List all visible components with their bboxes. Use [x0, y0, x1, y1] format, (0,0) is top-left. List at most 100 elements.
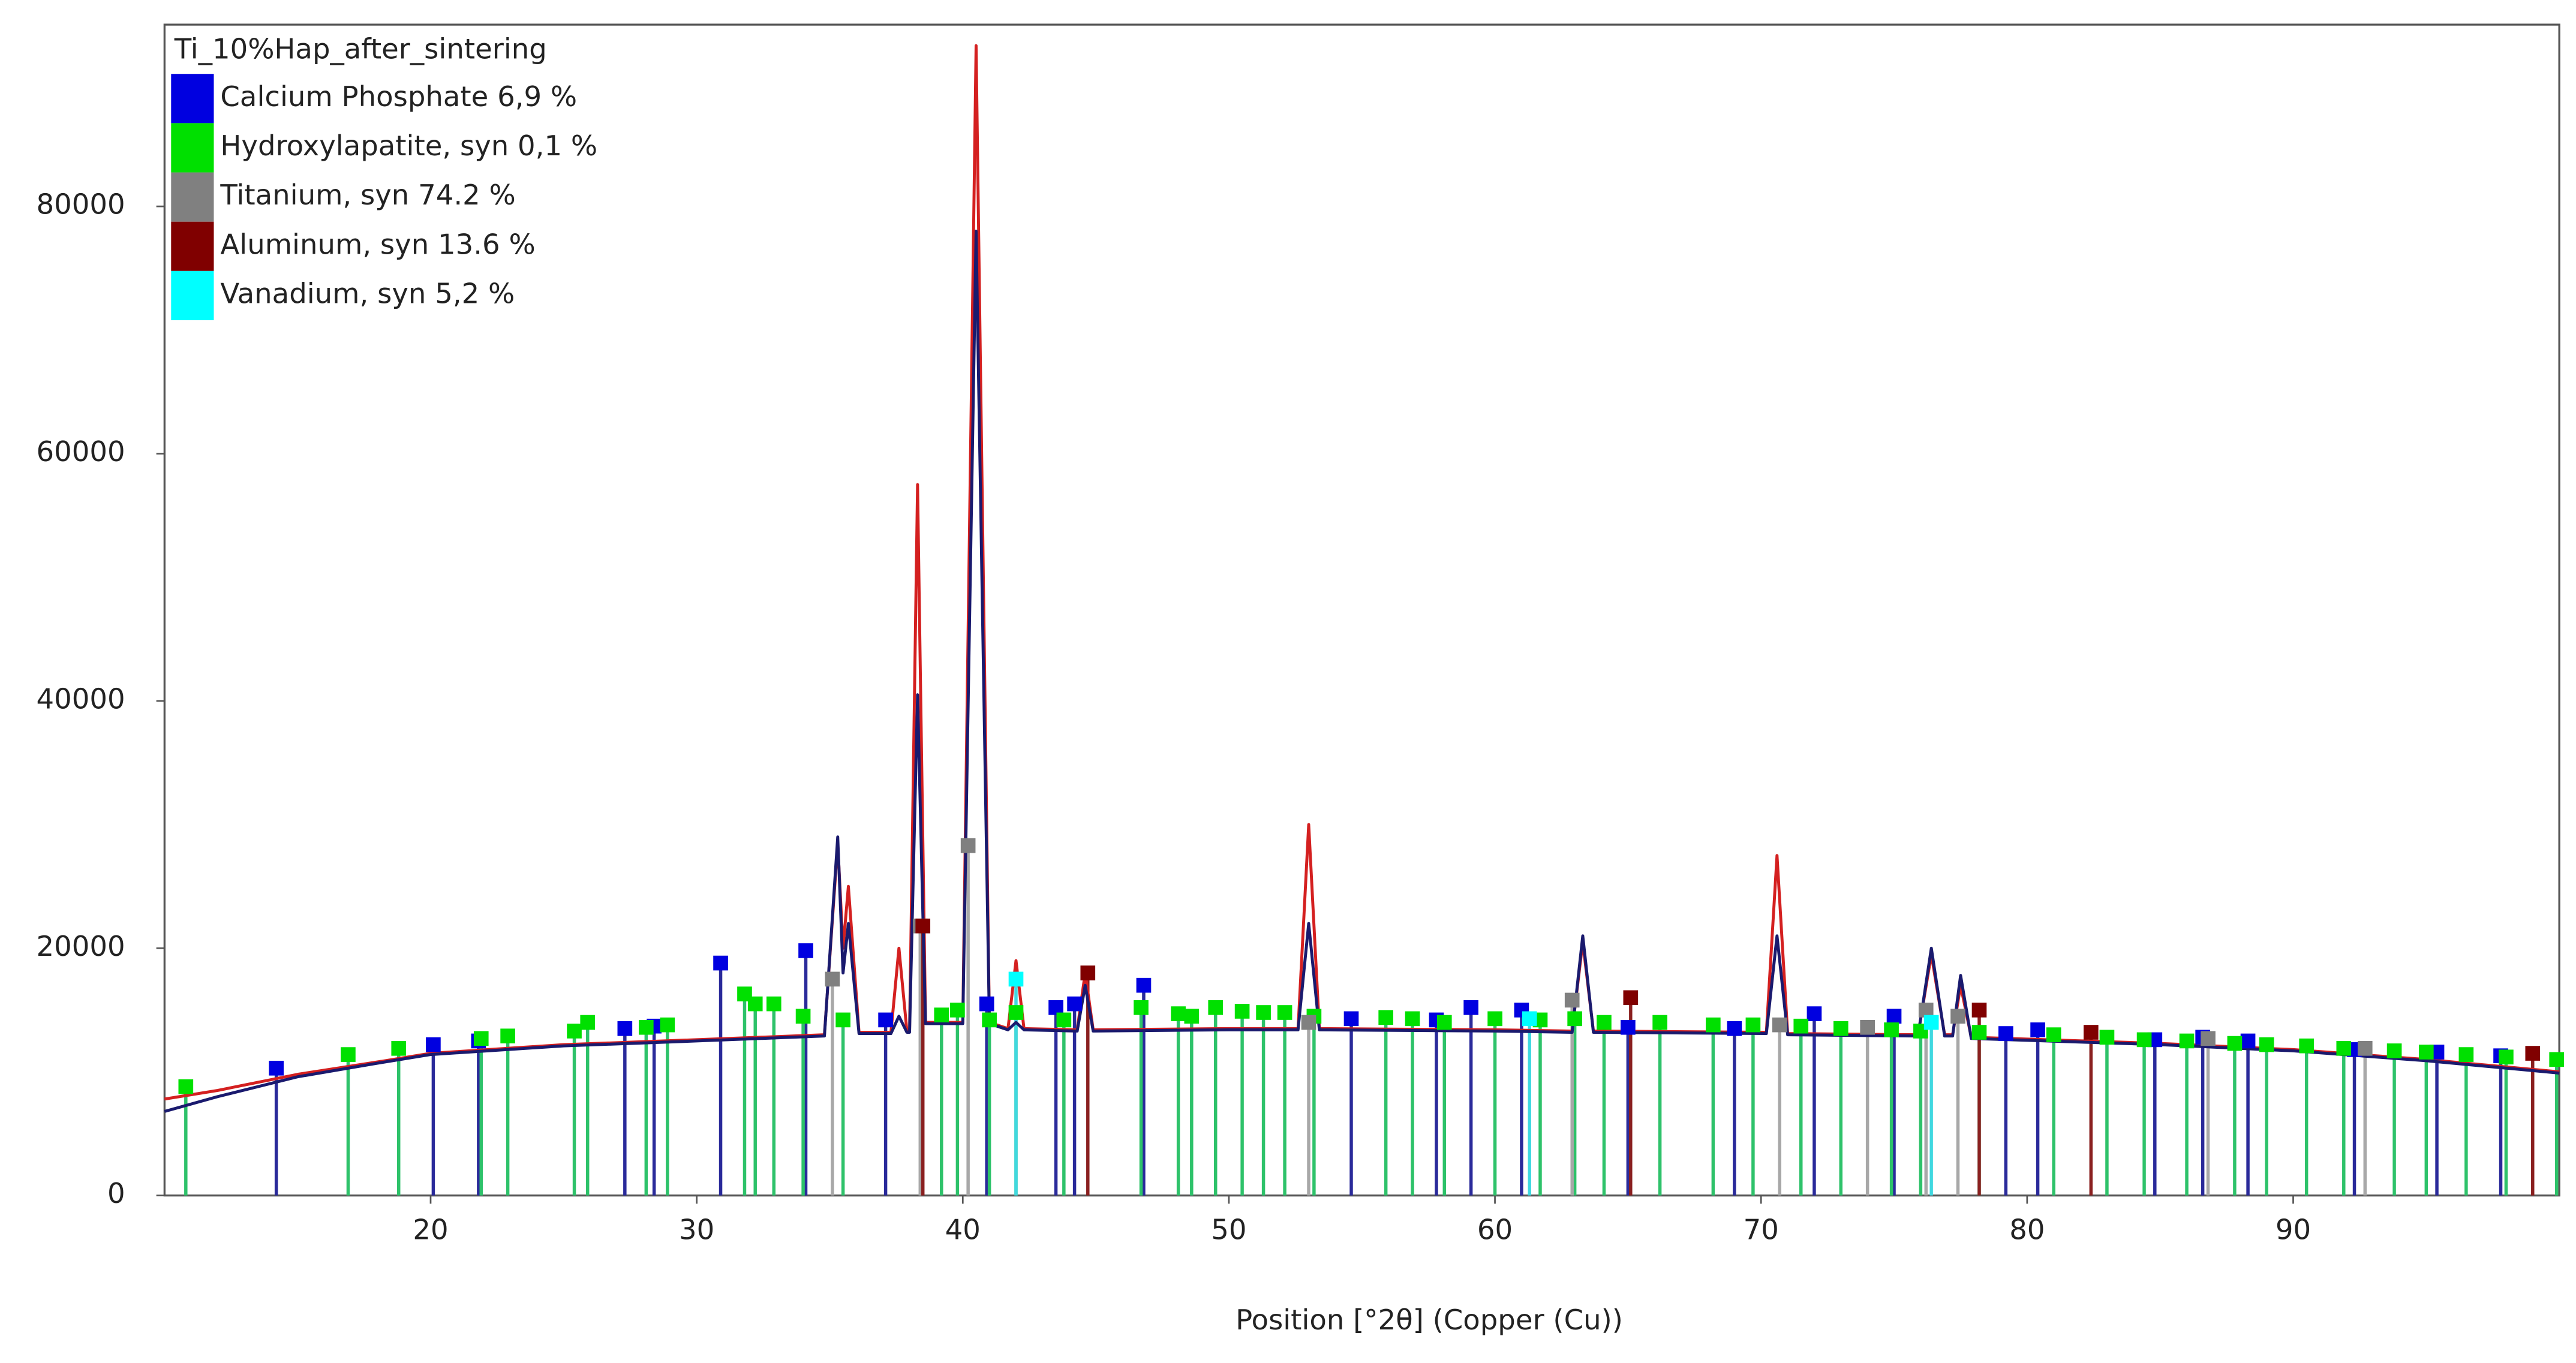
reference-marker	[1056, 1012, 1072, 1028]
reference-marker	[798, 943, 813, 958]
legend-swatch	[171, 172, 214, 222]
y-tick-label: 60000	[37, 435, 125, 468]
legend-swatch	[171, 123, 214, 173]
x-tick-label: 20	[413, 1213, 448, 1245]
axes: 0 20000 40000 60000 80000 20 30 40 50 60 70 80 90	[37, 188, 2312, 1246]
x-tick-label: 30	[679, 1213, 714, 1245]
reference-marker	[1136, 977, 1152, 993]
reference-marker	[567, 1024, 582, 1039]
y-tick-label: 0	[107, 1177, 125, 1209]
reference-marker	[2201, 1031, 2216, 1046]
reference-marker	[580, 1015, 596, 1030]
reference-marker	[2046, 1027, 2061, 1042]
reference-marker	[178, 1079, 194, 1094]
reference-marker	[1971, 1003, 1987, 1018]
reference-marker	[1436, 1015, 1452, 1030]
reference-marker	[2499, 1049, 2514, 1065]
reference-marker	[1950, 1009, 1965, 1024]
reference-marker	[1793, 1018, 1809, 1034]
legend-label: Titanium, syn 74.2 %	[220, 179, 515, 211]
reference-marker	[835, 1012, 850, 1028]
reference-marker	[878, 1012, 893, 1028]
reference-marker	[2179, 1033, 2195, 1049]
reference-marker	[1522, 1011, 1537, 1027]
reference-marker	[795, 1009, 811, 1024]
reference-marker	[1998, 1026, 2013, 1041]
reference-marker	[1621, 1019, 1636, 1035]
reference-marker	[341, 1047, 356, 1062]
reference-marker	[2525, 1046, 2541, 1061]
reference-marker	[1918, 1003, 1934, 1018]
legend: Ti_10%Hap_after_sintering Calcium Phosph…	[171, 32, 597, 321]
reference-marker	[1706, 1017, 1721, 1033]
legend-swatch	[171, 270, 214, 321]
reference-marker	[1971, 1025, 1987, 1040]
reference-marker	[2418, 1045, 2434, 1060]
reference-marker	[660, 1017, 675, 1033]
reference-marker	[1134, 1000, 1149, 1015]
reference-marker	[1405, 1011, 1420, 1027]
x-axis-label: Position [°2θ] (Copper (Cu))	[1236, 1304, 1623, 1336]
reference-marker	[2084, 1025, 2099, 1040]
reference-marker	[915, 918, 931, 934]
reference-marker	[825, 971, 840, 987]
reference-marker	[2549, 1052, 2565, 1067]
reference-marker	[1208, 1000, 1224, 1015]
reference-marker	[1234, 1004, 1250, 1019]
reference-marker	[1833, 1021, 1848, 1036]
x-tick-label: 40	[945, 1213, 981, 1245]
reference-marker	[1378, 1010, 1393, 1025]
reference-marker	[1067, 996, 1082, 1012]
x-tick-label: 60	[1477, 1213, 1513, 1245]
reference-marker	[766, 996, 781, 1012]
reference-marker	[747, 996, 763, 1012]
legend-label: Hydroxylapatite, syn 0,1 %	[220, 130, 597, 162]
reference-marker	[1727, 1021, 1742, 1036]
x-tick-label: 80	[2009, 1213, 2045, 1245]
reference-marker	[617, 1021, 633, 1036]
reference-marker	[713, 955, 728, 971]
reference-marker	[1623, 990, 1639, 1006]
reference-marker	[1277, 1005, 1292, 1020]
reference-marker	[960, 838, 976, 853]
reference-marker	[982, 1012, 997, 1028]
reference-marker	[1886, 1009, 1902, 1024]
reference-marker	[1772, 1017, 1787, 1033]
reference-marker	[1487, 1011, 1502, 1027]
reference-marker	[979, 996, 994, 1012]
legend-swatch	[171, 221, 214, 271]
y-tick-label: 80000	[37, 188, 125, 221]
reference-marker	[2136, 1032, 2152, 1048]
reference-marker	[1184, 1009, 1200, 1024]
reference-marker	[2458, 1047, 2474, 1062]
reference-marker	[1923, 1015, 1939, 1030]
reference-marker	[1256, 1005, 1271, 1020]
reference-marker	[1008, 1005, 1024, 1020]
reference-marker	[426, 1037, 441, 1052]
reference-marker	[2030, 1022, 2045, 1037]
reference-marker	[1745, 1017, 1761, 1033]
reference-marker	[2299, 1038, 2315, 1054]
legend-label: Aluminum, syn 13.6 %	[220, 228, 535, 260]
reference-marker	[1301, 1015, 1316, 1030]
reference-marker	[391, 1040, 407, 1056]
reference-marker	[2259, 1037, 2274, 1052]
y-tick-label: 20000	[37, 930, 125, 962]
reference-marker	[639, 1019, 654, 1035]
profiles	[164, 44, 2560, 1113]
reference-marker	[1652, 1015, 1667, 1030]
reference-marker	[2099, 1030, 2115, 1045]
x-tick-label: 90	[2276, 1213, 2311, 1245]
legend-label: Vanadium, syn 5,2 %	[220, 277, 515, 309]
reference-marker	[1884, 1022, 1899, 1037]
reference-marker	[2386, 1043, 2402, 1058]
reference-markers	[178, 838, 2565, 1094]
y-tick-label: 40000	[37, 682, 125, 715]
reference-marker	[1171, 1006, 1186, 1021]
reference-marker	[1008, 971, 1024, 987]
profile-line	[164, 229, 2560, 1113]
reference-marker	[269, 1060, 284, 1076]
legend-swatch	[171, 74, 214, 124]
